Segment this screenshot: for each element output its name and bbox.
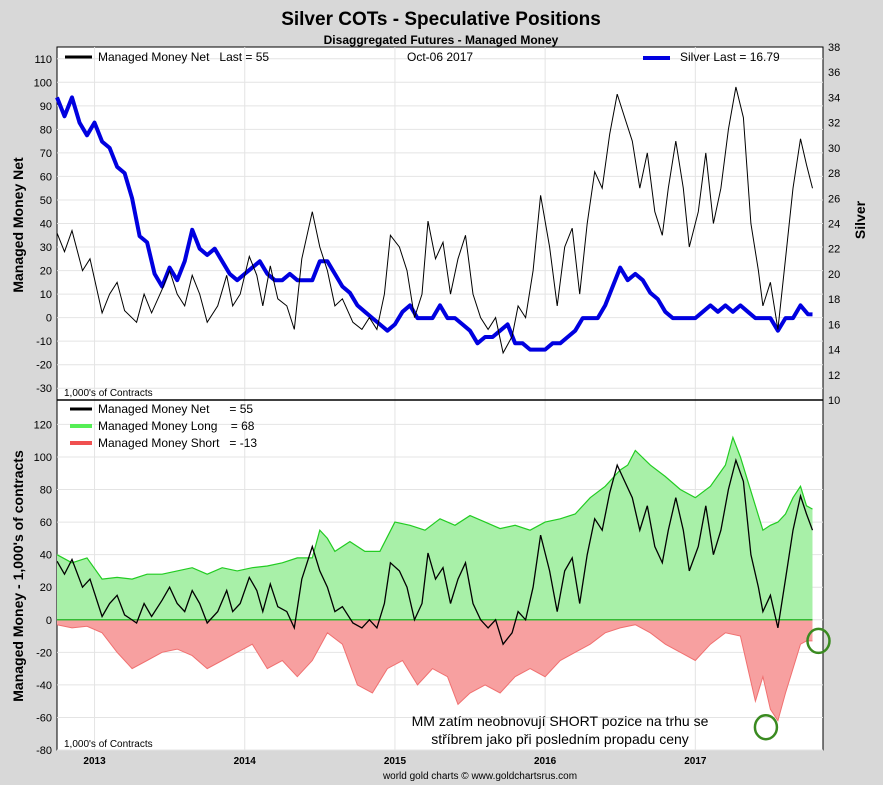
top-ytick-label: -20 [36, 360, 52, 372]
bottom-ytick-label: 100 [34, 452, 52, 464]
long-line [56, 435, 813, 580]
bottom-ytick-label: 80 [40, 485, 52, 497]
annotation-line-2: stříbrem jako při posledním propadu ceny [431, 731, 689, 747]
legend-net-label: Managed Money Net Last = 55 [98, 50, 269, 64]
top-ytick-label: 110 [34, 54, 52, 66]
top-y2label: Silver [852, 200, 868, 239]
top-ytick-label: 40 [40, 219, 52, 231]
top-lines [55, 86, 813, 355]
top-y2tick-label: 38 [828, 42, 840, 54]
legend-silver-label: Silver Last = 16.79 [680, 50, 780, 64]
top-y2tick-label: 26 [828, 193, 840, 205]
bottom-ytick-label: -40 [36, 680, 52, 692]
bottom-lines [56, 435, 814, 722]
bottom-ylabel: Managed Money - 1,000's of contracts [10, 450, 26, 702]
short-area [57, 619, 813, 721]
chart-title: Silver COTs - Speculative Positions [281, 9, 601, 30]
footer-credit: world gold charts © www.goldchartsrus.co… [382, 771, 577, 782]
top-grid [57, 47, 823, 400]
highlight-circle [806, 627, 831, 655]
bottom-ytick-label: 60 [40, 517, 52, 529]
top-y2tick-label: 16 [828, 319, 840, 331]
highlight-circle [753, 713, 779, 741]
top-ytick-label: 0 [46, 313, 52, 325]
top-ytick-label: 100 [34, 77, 52, 89]
x-axis: 2013 2014 2015 2016 2017 [83, 756, 706, 767]
top-left-axis: -30 -20 -10 0 10 20 30 40 50 60 70 80 90 100 110 [34, 54, 52, 395]
legend-mm-long-label: Managed Money Long = 68 [98, 419, 255, 433]
xtick-label: 2013 [83, 756, 106, 767]
top-y2tick-label: 18 [828, 294, 840, 306]
legend-mm-net-label: Managed Money Net = 55 [98, 402, 253, 416]
legend-mm-short-label: Managed Money Short = -13 [98, 436, 257, 450]
top-y2tick-label: 28 [828, 168, 840, 180]
top-legend: Managed Money Net Last = 55 Oct-06 2017 … [65, 50, 780, 64]
xtick-label: 2014 [234, 756, 257, 767]
bottom-legend: Managed Money Net = 55 Managed Money Lon… [70, 402, 257, 450]
top-y2tick-label: 36 [828, 67, 840, 79]
top-y2tick-label: 20 [828, 269, 840, 281]
xtick-label: 2016 [534, 756, 557, 767]
xtick-label: 2017 [684, 756, 707, 767]
top-ytick-label: 10 [40, 289, 52, 301]
bottom-areas [57, 437, 813, 721]
bottom-unit-note: 1,000's of Contracts [64, 739, 153, 750]
top-y2tick-label: 30 [828, 143, 840, 155]
top-right-axis: 10 12 14 16 18 20 22 24 26 28 30 32 34 36 38 [828, 42, 840, 407]
long-area [57, 437, 813, 620]
highlights [753, 627, 831, 741]
bottom-ytick-label: 40 [40, 550, 52, 562]
bottom-ytick-label: -80 [36, 745, 52, 757]
top-ytick-label: 20 [40, 266, 52, 278]
header-band [0, 0, 883, 47]
top-ytick-label: 60 [40, 171, 52, 183]
top-ytick-label: 90 [40, 101, 52, 113]
xtick-label: 2015 [384, 756, 407, 767]
top-ytick-label: 70 [40, 148, 52, 160]
top-ytick-label: -10 [36, 336, 52, 348]
bottom-ytick-label: 20 [40, 582, 52, 594]
bottom-ytick-label: 0 [46, 615, 52, 627]
legend-date: Oct-06 2017 [407, 50, 473, 64]
top-y2tick-label: 14 [828, 345, 840, 357]
top-ytick-label: -30 [36, 383, 52, 395]
bottom-left-axis: -80 -60 -40 -20 0 20 40 60 80 100 120 [34, 419, 52, 757]
top-y2tick-label: 22 [828, 244, 840, 256]
top-y2tick-label: 24 [828, 219, 840, 231]
top-y2tick-label: 10 [828, 395, 840, 407]
top-y2tick-label: 12 [828, 370, 840, 382]
top-y2tick-label: 32 [828, 118, 840, 130]
top-ylabel: Managed Money Net [10, 157, 26, 293]
short-line [56, 624, 813, 722]
top-ytick-label: 50 [40, 195, 52, 207]
top-ytick-label: 80 [40, 124, 52, 136]
bottom-net-line [56, 457, 814, 646]
bottom-ytick-label: -60 [36, 712, 52, 724]
annotation-line-1: MM zatím neobnovují SHORT pozice na trhu… [412, 713, 709, 729]
top-y2tick-label: 34 [828, 92, 840, 104]
silver-price-line [55, 95, 813, 352]
top-net-line [56, 86, 813, 355]
chart-subtitle: Disaggregated Futures - Managed Money [324, 33, 559, 47]
bottom-ytick-label: 120 [34, 419, 52, 431]
bottom-ytick-label: -20 [36, 647, 52, 659]
top-ytick-label: 30 [40, 242, 52, 254]
top-unit-note: 1,000's of Contracts [64, 388, 153, 399]
